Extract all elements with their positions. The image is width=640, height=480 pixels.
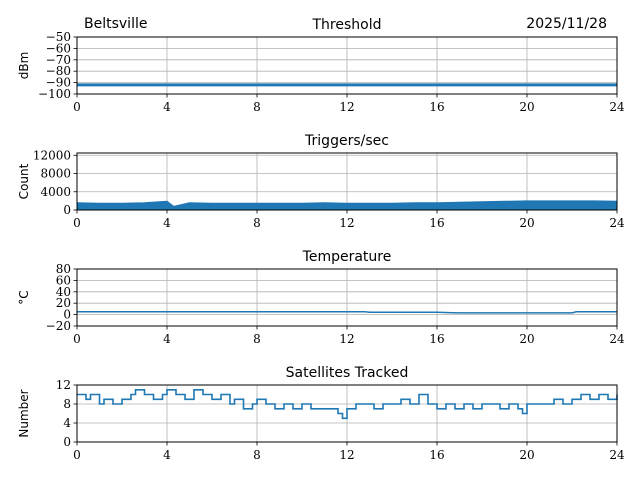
y-axis-label: °C [17,290,31,304]
panels: 0 4 8 12 16 20 24 −100−90−80−70−60−50 Threshold d… [17,17,625,462]
chart-title: Threshold [312,17,382,33]
y-tick-label: 80 [56,262,71,276]
chart-threshold: 0 4 8 12 16 20 24 −100−90−80−70−60−50 Threshold d… [17,17,625,114]
x-tick-label: 0 [73,332,81,346]
x-tick-label: 12 [339,100,354,114]
date-label: 2025/11/28 [526,16,607,32]
chart-triggers: 0 4 8 12 16 20 24 0 4000 8000 12000 Triggers/sec Cou… [17,133,625,230]
y-tick-label: −60 [46,41,71,55]
x-tick-label: 24 [609,332,625,346]
y-tick-label: 12000 [33,148,71,162]
x-tick-label: 0 [73,448,81,462]
chart-satellites: 0 4 8 12 16 20 24 0 4 8 12 Satellites Tracked Number [17,365,625,462]
y-axis-label: Count [17,163,31,199]
chart-title: Triggers/sec [304,133,389,149]
x-tick-label: 16 [429,100,444,114]
x-tick-label: 8 [253,216,261,230]
y-tick-label: 60 [56,273,71,287]
x-tick-label: 0 [73,216,81,230]
y-tick-label: −80 [46,64,71,78]
x-tick-label: 20 [519,216,534,230]
y-tick-label: −20 [46,319,71,333]
x-tick-label: 24 [609,448,625,462]
chart-title: Temperature [302,249,392,265]
y-tick-label: 4000 [40,185,71,199]
y-tick-label: 4 [63,416,71,430]
y-tick-label: 8 [63,397,71,411]
series-line [77,311,617,314]
x-tick-label: 16 [429,216,444,230]
y-tick-label: −70 [46,53,71,67]
y-axis-label: dBm [17,52,31,80]
y-tick-label: −50 [46,30,71,44]
y-tick-label: −100 [38,87,71,101]
y-axis-label: Number [17,389,31,437]
x-tick-label: 4 [163,216,171,230]
x-tick-label: 4 [163,332,171,346]
x-tick-label: 8 [253,448,261,462]
y-tick-label: 12 [56,378,71,392]
y-tick-label: −90 [46,76,71,90]
x-tick-label: 16 [429,448,444,462]
series-area [76,200,618,211]
y-tick-label: 40 [56,285,71,299]
x-tick-label: 24 [609,100,625,114]
x-tick-label: 0 [73,100,81,114]
series-line [77,389,618,420]
chart-title: Satellites Tracked [286,365,409,381]
x-tick-label: 24 [609,216,625,230]
y-tick-label: 0 [63,308,71,322]
y-tick-label: 0 [63,203,71,217]
x-tick-label: 16 [429,332,444,346]
x-tick-label: 12 [339,216,354,230]
site-name: Beltsville [84,16,147,32]
x-tick-label: 4 [163,448,171,462]
x-tick-label: 12 [339,332,354,346]
x-tick-label: 12 [339,448,354,462]
x-tick-label: 8 [253,332,261,346]
y-tick-label: 8000 [40,167,71,181]
y-tick-label: 20 [56,296,71,310]
x-tick-label: 4 [163,100,171,114]
x-tick-label: 8 [253,100,261,114]
x-tick-label: 20 [519,100,534,114]
y-tick-label: 0 [63,435,71,449]
x-tick-label: 20 [519,448,534,462]
x-tick-label: 20 [519,332,534,346]
